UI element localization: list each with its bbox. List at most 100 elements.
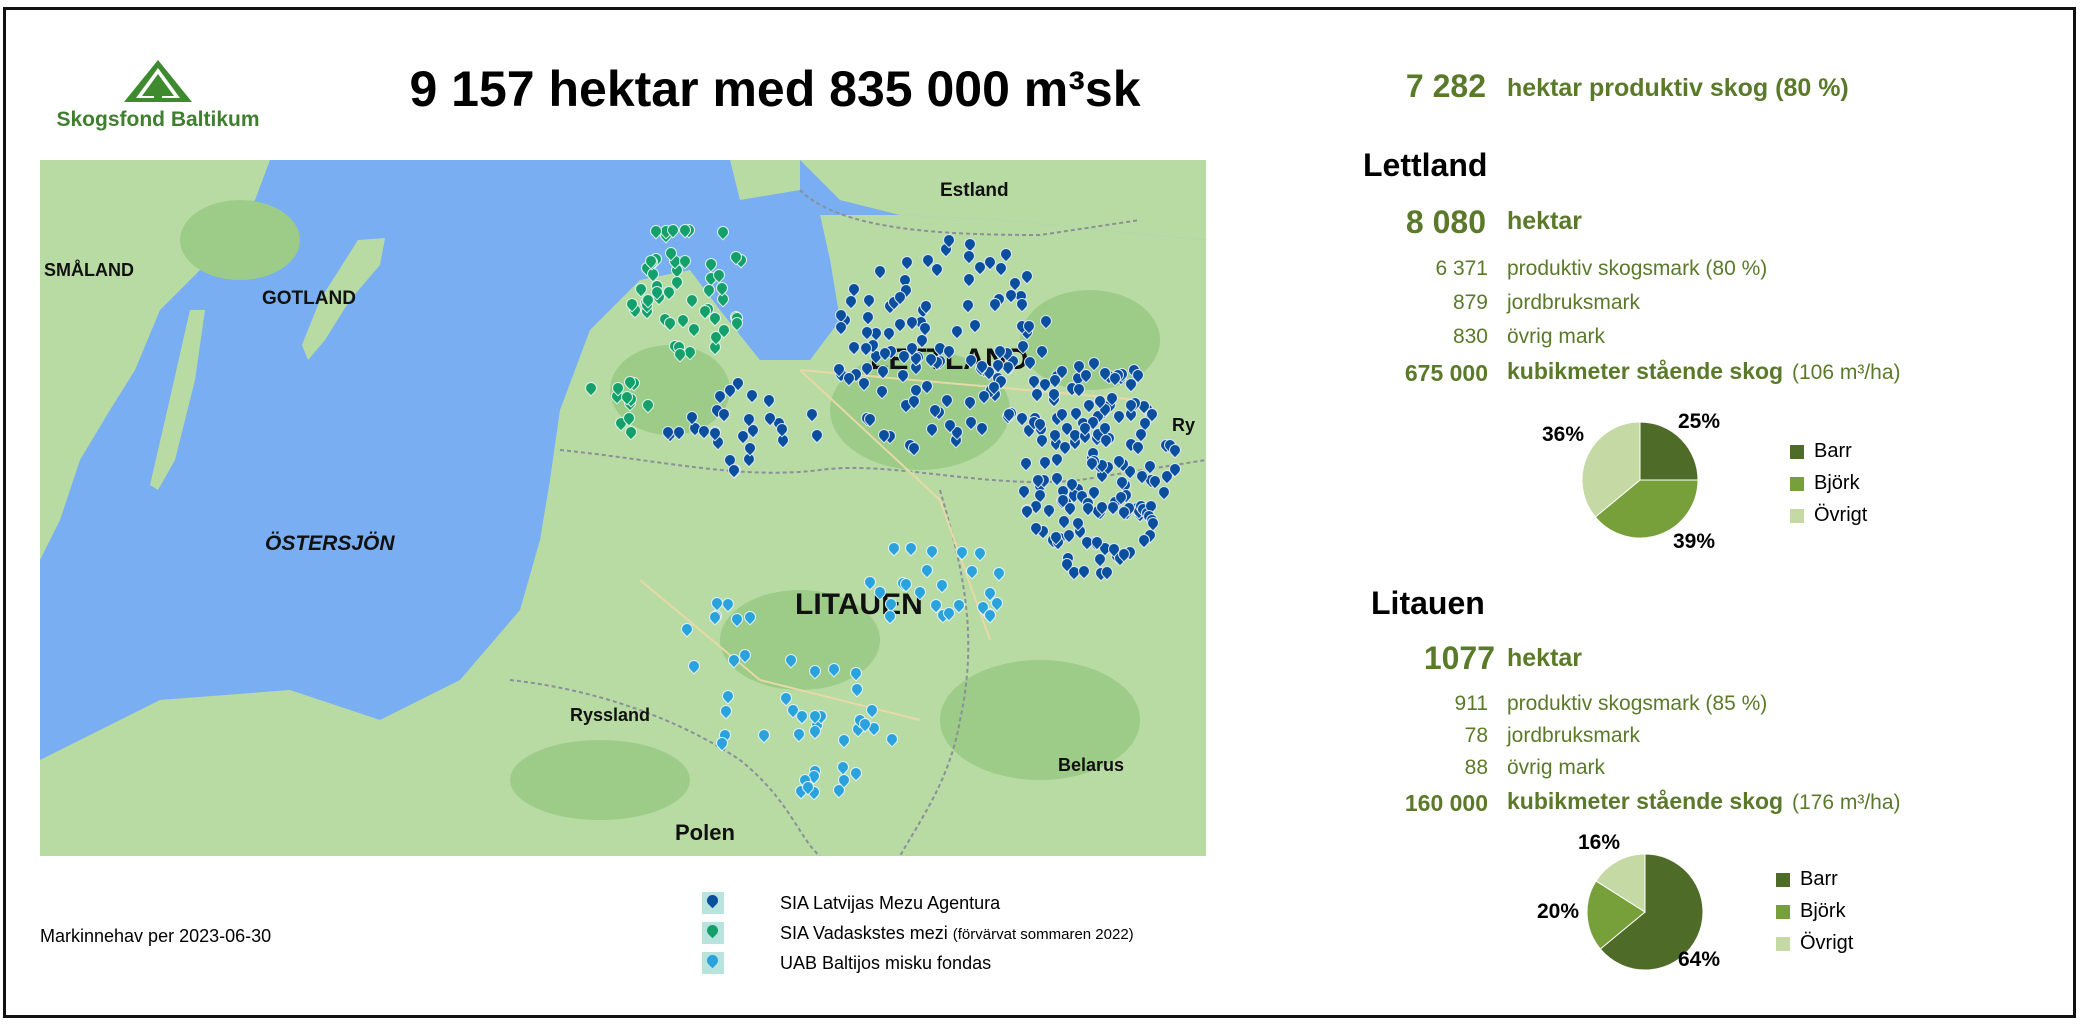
pie-legend-item: Övrigt [1790, 504, 1867, 536]
map-pin-icon [699, 305, 709, 319]
map-pin-icon [785, 654, 795, 668]
map-pin-icon [943, 607, 953, 621]
map: Estland SMÅLAND GOTLAND LETTLAND ÖSTERSJ… [40, 160, 1206, 856]
map-pin-icon [1043, 504, 1053, 518]
map-pin-icon [1082, 502, 1092, 516]
map-pin-icon [674, 348, 684, 362]
map-pin-icon [976, 422, 986, 436]
legend-label: SIA Vadaskstes mezi (förvärvat sommaren … [780, 923, 1134, 943]
map-pin-icon [673, 426, 683, 440]
map-pin-icon [897, 369, 907, 383]
map-pin-icon [883, 327, 893, 341]
map-pin-icon [1056, 365, 1066, 379]
map-pin-icon [728, 654, 738, 668]
pie-slice-barr [1599, 853, 1704, 971]
map-pin-icon [850, 767, 860, 781]
map-pin-icon [1059, 441, 1069, 455]
map-pin-icon [1081, 536, 1091, 550]
legend-label: UAB Baltijos misku fondas [780, 953, 992, 973]
map-pin-icon [988, 381, 998, 395]
map-pin-icon [709, 427, 719, 441]
map-pin-icon [679, 224, 689, 238]
map-pin-icon [739, 649, 749, 663]
pie-legend-item: Barr [1776, 868, 1853, 900]
map-pin-icon [992, 359, 1002, 373]
map-pin-icon [1107, 501, 1117, 515]
map-pin-icon [964, 396, 974, 410]
map-pin-icon [838, 774, 848, 788]
map-pin-icon [962, 299, 972, 313]
map-pin-icon [835, 321, 845, 335]
map-pin-icon [1132, 441, 1142, 455]
pie-slice-björk [1594, 479, 1699, 539]
map-pin-icon [746, 389, 756, 403]
map-pin-icon [1132, 369, 1142, 383]
litauen-hectares-label: hektar [1507, 644, 1583, 672]
map-pin-icon [966, 565, 976, 579]
map-pin-icon [728, 464, 738, 478]
map-pin-icon [1023, 320, 1033, 334]
map-pin-icon [665, 247, 675, 261]
country-title-lettland: Lettland [1363, 147, 1488, 183]
map-pin-icon [908, 442, 918, 456]
map-pin-icon [698, 425, 708, 439]
map-pin-icon [1091, 536, 1101, 550]
map-pin-icon [833, 363, 843, 377]
map-pin-icon [894, 318, 904, 332]
map-pin-icon [1086, 457, 1096, 471]
map-pin-icon [969, 319, 979, 333]
map-pin-icon [702, 922, 724, 944]
pie-label: 20% [1537, 900, 1580, 923]
map-pin-icon [894, 291, 904, 305]
map-pin-icon [965, 416, 975, 430]
map-pin-icon [671, 276, 681, 290]
map-pin-icon [1056, 408, 1066, 422]
map-pin-icon [703, 284, 713, 298]
lettland-hectares-label: hektar [1507, 207, 1583, 235]
map-pin-icon [1000, 248, 1010, 262]
country-title-litauen: Litauen [1371, 585, 1485, 621]
map-pin-icon [878, 429, 888, 443]
map-pin-icon [1051, 472, 1061, 486]
lettland-hectares: 8 080 [1405, 204, 1486, 240]
map-pin-icon [1138, 534, 1148, 548]
map-pin-icon [806, 408, 816, 422]
map-pin-icon [1036, 434, 1046, 448]
lettland-row-label: övrig mark [1507, 325, 1606, 348]
map-pin-icon [874, 586, 884, 600]
map-pin-icon [943, 234, 953, 248]
map-pin-icon [1146, 408, 1156, 422]
map-pin-icon [1034, 418, 1044, 432]
pie-label: 25% [1678, 410, 1721, 433]
map-pin-icon [743, 413, 753, 427]
summary-label: hektar produktiv skog (80 %) [1507, 74, 1849, 102]
map-pin-icon [978, 390, 988, 404]
lettland-volume-value: 675 000 [1404, 360, 1488, 386]
map-pin-icon [679, 255, 689, 269]
map-label-gotland: GOTLAND [262, 288, 356, 309]
pie-legend-lettland: Barr Björk Övrigt [1790, 440, 1867, 536]
map-pin-icon [905, 542, 915, 556]
map-pin-icon [686, 411, 696, 425]
map-pin-icon [758, 729, 768, 743]
map-pin-icon [667, 224, 677, 238]
map-pin-icon [642, 399, 652, 413]
map-pin-icon [920, 300, 930, 314]
map-pin-icon [944, 419, 954, 433]
map-pin-icon [838, 734, 848, 748]
lettland-row-value: 879 [1452, 291, 1488, 314]
map-pin-icon [914, 586, 924, 600]
map-pin-icon [1049, 429, 1059, 443]
map-pin-icon [879, 347, 889, 361]
map-pin-icon [731, 613, 741, 627]
map-pin-icon [1078, 565, 1088, 579]
lettland-row-value: 830 [1452, 325, 1488, 348]
map-pin-icon [1066, 478, 1076, 492]
map-pin-icon [863, 294, 873, 308]
map-label-ryssland: Ryssland [570, 705, 651, 725]
map-pin-icon [702, 952, 724, 974]
litauen-row-value: 911 [1454, 692, 1488, 715]
map-pin-icon [953, 599, 963, 613]
pie-legend-item: Björk [1776, 900, 1853, 932]
map-pin-icon [1030, 522, 1040, 536]
